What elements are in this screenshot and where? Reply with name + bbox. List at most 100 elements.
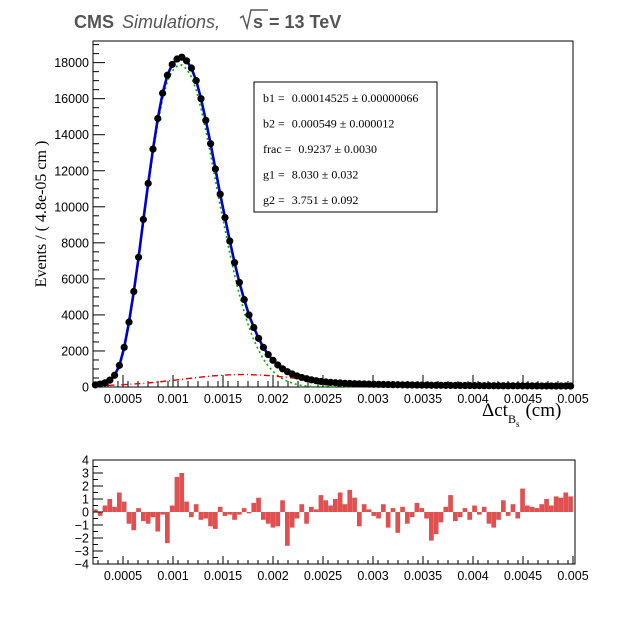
pull-bar [198, 512, 204, 520]
y-tick-label: 6000 [61, 272, 89, 286]
pull-bar [405, 512, 410, 524]
pull-bar [179, 473, 185, 512]
pull-bar [448, 495, 453, 512]
pull-bar [529, 506, 535, 512]
pull-y-tick-label: 1 [82, 493, 89, 507]
pull-bar [136, 508, 141, 512]
pull-x-tick-label: 0.0045 [504, 569, 542, 583]
pull-bar [299, 504, 305, 512]
y-tick-label: 8000 [61, 236, 89, 250]
energy-label: = 13 TeV [269, 12, 341, 32]
data-point [187, 64, 195, 72]
data-point [135, 253, 143, 261]
main-x-axis-title: ΔctBs(cm) [482, 400, 561, 429]
fit-result-g1: g1 = 8.030 ± 0.032 [263, 168, 358, 182]
pull-bar [313, 509, 319, 512]
pull-bar [333, 499, 338, 512]
pull-bar [208, 512, 213, 527]
sqrt-s-letter: s [253, 12, 263, 32]
fit-param-value: 8.030 ± 0.032 [292, 168, 359, 182]
pull-bar [390, 508, 396, 512]
pull-bar [491, 512, 497, 528]
sqrt-symbol [239, 9, 268, 31]
data-point [139, 215, 147, 224]
pull-bar [227, 512, 233, 515]
data-point [259, 343, 267, 351]
pull-x-tick-label: 0.0035 [404, 569, 442, 583]
pull-bar [328, 505, 333, 512]
pull-bar [318, 495, 324, 512]
x-tick-label: 0.0035 [404, 392, 442, 406]
pull-bar [366, 509, 372, 512]
pull-bar [131, 512, 137, 531]
data-point [269, 356, 277, 364]
pull-bar [342, 504, 348, 512]
x-tick-label: 0.0005 [104, 392, 142, 406]
main-data-points [91, 53, 575, 390]
pull-bar [361, 504, 367, 512]
pull-x-tick-label: 0.0015 [204, 569, 242, 583]
data-point [211, 165, 219, 173]
pull-bar [414, 502, 420, 512]
pull-bar [256, 497, 261, 512]
pull-bar [400, 506, 405, 512]
pull-y-tick-label: 0 [82, 506, 89, 520]
data-point [192, 77, 200, 85]
main-x-tick-labels: 0.0005 0.001 0.0015 0.002 0.0025 0.003 0.0035 0… [104, 392, 589, 406]
pull-bar [102, 505, 108, 512]
pull-bar [568, 496, 573, 512]
pull-bar [419, 508, 425, 512]
pull-bar [457, 512, 463, 518]
cms-header: CMS Simulations, [74, 12, 220, 32]
pull-bar [217, 506, 223, 512]
fit-result-b2: b2 = 0.000549 ± 0.000012 [263, 117, 394, 131]
pull-bar [477, 512, 482, 515]
data-point [159, 89, 167, 97]
pull-bar [438, 512, 444, 523]
y-tick-label: 16000 [54, 92, 89, 106]
pull-bar [395, 512, 401, 533]
data-point [250, 323, 258, 332]
pull-bar [169, 505, 175, 512]
data-point [163, 71, 171, 79]
data-point [245, 311, 253, 319]
pull-y-tick-label: −3 [75, 545, 89, 559]
pull-plot-ticks [93, 459, 574, 565]
pull-bar [237, 512, 242, 515]
pull-bar [472, 505, 477, 512]
pull-bar [265, 512, 271, 524]
pull-bar [246, 512, 252, 514]
pull-bar [424, 512, 429, 519]
pull-bar [304, 512, 309, 524]
x-tick-label: 0.0025 [304, 392, 342, 406]
main-plot-frame [92, 40, 574, 388]
pull-bar [97, 512, 103, 516]
pull-bar [357, 512, 362, 527]
pull-x-tick-label: 0.002 [257, 569, 288, 583]
pull-bar [213, 512, 218, 529]
pull-bar [505, 512, 511, 516]
pull-bar [323, 500, 329, 512]
pull-bar [275, 512, 281, 527]
data-point [130, 287, 138, 296]
data-point [264, 350, 272, 359]
x-tick-label: 0.001 [157, 392, 188, 406]
fit-param-value: 0.00014525 ± 0.00000066 [292, 91, 419, 105]
pull-bar [371, 512, 377, 516]
data-point [183, 57, 191, 65]
pull-bar [280, 500, 285, 512]
y-tick-label: 12000 [54, 164, 89, 178]
pull-bar [520, 488, 525, 512]
pull-bar [150, 512, 156, 518]
pull-bar [462, 508, 468, 512]
y-tick-label: 14000 [54, 128, 89, 142]
pull-bar [467, 512, 473, 520]
pull-bar [347, 489, 353, 512]
pull-bar [251, 502, 257, 512]
sqrt-s-label: s = 13 TeV [239, 9, 341, 32]
pull-y-tick-label: −4 [75, 558, 89, 572]
pull-bar [193, 504, 199, 512]
pull-bar [174, 476, 180, 512]
